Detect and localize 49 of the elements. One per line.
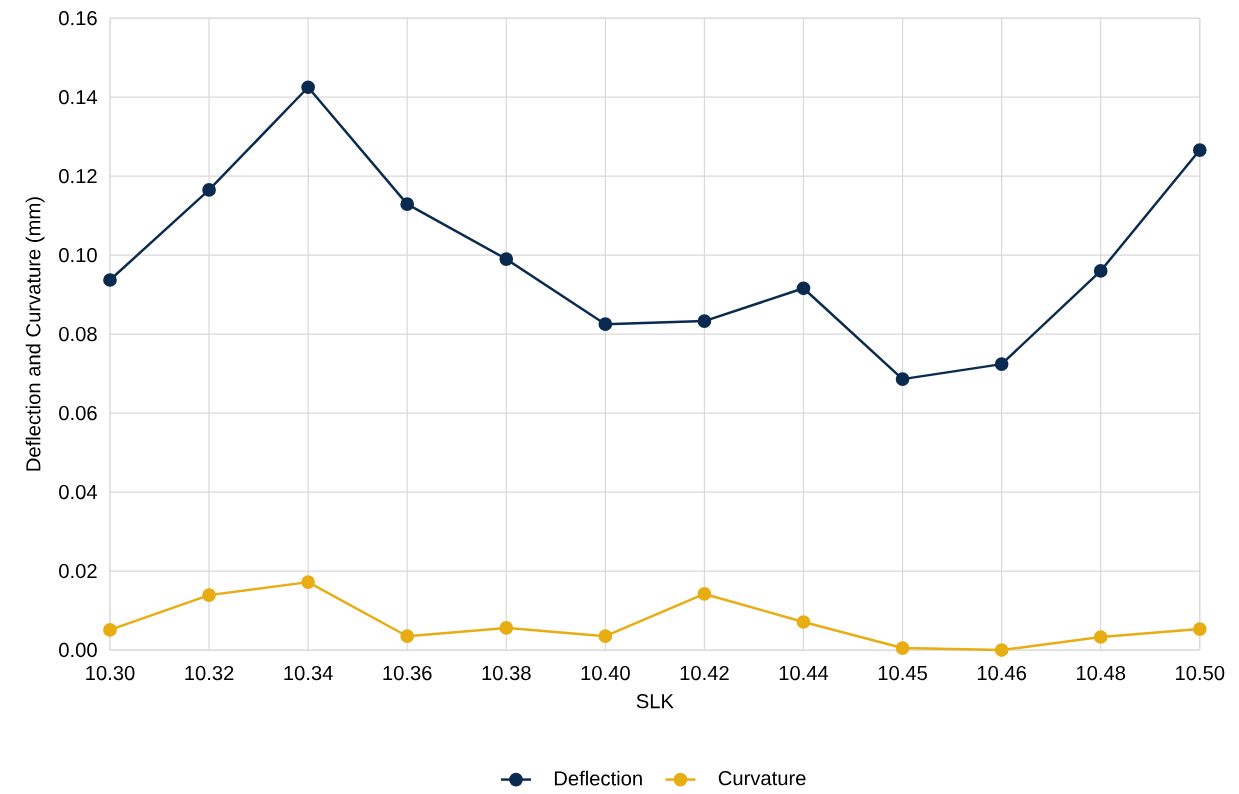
point (103, 273, 117, 287)
point (202, 183, 216, 197)
x-tick-label: 10.36 (383, 665, 432, 681)
y-tick-label: 0.06 (59, 405, 97, 421)
x-tick-label: 10.45 (878, 665, 927, 681)
x-tick-label: 10.42 (680, 665, 729, 681)
y-axis-title: Deflection and Curvature (mm) (25, 197, 45, 471)
x-tick-label: 10.40 (581, 665, 630, 681)
x-tick-label: 10.30 (86, 665, 135, 681)
point (895, 372, 910, 386)
x-tick-label: 10.50 (1176, 665, 1225, 681)
y-tick-label: 0.02 (59, 563, 97, 579)
y-tick-label: 0.04 (59, 484, 98, 500)
point (1192, 622, 1207, 636)
point (994, 643, 1009, 657)
legend-label: Deflection (554, 770, 642, 786)
y-tick-label: 0.16 (59, 10, 97, 26)
point (1093, 264, 1108, 278)
y-tick-label: 0.08 (59, 326, 97, 342)
point (301, 575, 315, 589)
y-tick-label: 0.00 (59, 642, 97, 658)
point (697, 314, 712, 328)
legend-label: Curvature (718, 771, 806, 786)
y-tick-label: 0.12 (59, 168, 97, 184)
point (796, 281, 811, 296)
point (796, 615, 811, 629)
point (400, 197, 415, 212)
point (400, 629, 415, 644)
point (598, 317, 613, 332)
point (1192, 143, 1207, 157)
point (103, 623, 117, 637)
x-tick-label: 10.46 (977, 665, 1026, 681)
x-tick-label: 10.44 (779, 665, 829, 681)
point (301, 80, 315, 95)
point (499, 252, 514, 266)
point (202, 588, 216, 602)
x-tick-label: 10.38 (482, 665, 531, 681)
x-axis-title: SLK (636, 694, 674, 709)
x-tick-label: 10.48 (1076, 665, 1126, 681)
point (1093, 630, 1108, 644)
point (895, 641, 910, 655)
point (697, 587, 712, 601)
point (598, 629, 613, 644)
x-tick-label: 10.34 (284, 665, 333, 681)
point (994, 357, 1009, 371)
x-tick-label: 10.32 (185, 665, 234, 681)
point (499, 621, 514, 635)
y-tick-label: 0.10 (59, 247, 97, 263)
y-tick-label: 0.14 (59, 89, 98, 105)
